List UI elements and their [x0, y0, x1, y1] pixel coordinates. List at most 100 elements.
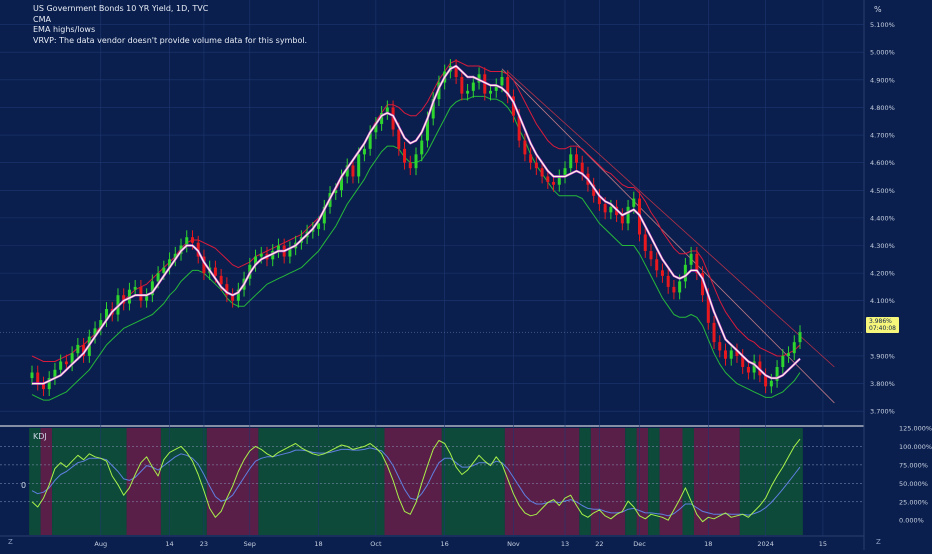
kdj-zone-10 [579, 428, 591, 535]
candle-body [569, 154, 573, 169]
price-tick-label: 3.700% [870, 408, 895, 416]
candle-body [672, 286, 676, 293]
time-tick-label: 22 [595, 540, 603, 548]
candle-body [276, 245, 280, 252]
zoom-reset-icon[interactable]: Z [8, 538, 13, 546]
candle-body [351, 165, 355, 177]
kdj-zone-14 [648, 428, 660, 535]
candle-body [288, 248, 292, 257]
candle-body [82, 344, 86, 356]
candle-body [374, 123, 378, 133]
candle-body [168, 259, 172, 268]
candle-body [70, 353, 74, 365]
candle-body [225, 284, 229, 296]
candle-body [99, 320, 103, 329]
candle-body [36, 372, 40, 384]
candle-body [156, 273, 160, 282]
candle-body [139, 286, 143, 301]
candle-body [746, 367, 750, 373]
price-tick-label: 5.100% [870, 21, 895, 29]
kdj-zone-11 [590, 428, 626, 535]
candle-body [603, 204, 607, 213]
candle-body [64, 361, 68, 365]
cma-line [32, 65, 801, 385]
candle-body [334, 190, 338, 194]
candle-body [655, 259, 659, 271]
candle-body [632, 198, 636, 207]
time-tick-label: 23 [200, 540, 208, 548]
legend-vrvp[interactable]: VRVP: The data vendor doesn't provide vo… [33, 35, 308, 45]
candle-body [511, 96, 515, 116]
candle-body [391, 107, 395, 130]
candle-body [500, 77, 504, 86]
kdj-left-value: 0 [21, 481, 27, 490]
candle-body [723, 350, 727, 359]
candle-body [683, 264, 687, 282]
candle-body [666, 275, 670, 287]
candle-body [769, 380, 773, 387]
price-tick-label: 4.900% [870, 76, 895, 84]
candle-body [798, 332, 802, 343]
price-tick-label: 3.900% [870, 352, 895, 360]
candle-body [752, 361, 756, 373]
kdj-j-line [31, 438, 801, 523]
candle-body [322, 206, 326, 224]
candle-body [580, 162, 584, 174]
candle-body [643, 234, 647, 252]
price-tick-label: 5.000% [870, 49, 895, 57]
candle-body [563, 168, 567, 177]
legend-ema[interactable]: EMA highs/lows [33, 25, 96, 34]
candle-body [41, 383, 45, 390]
candle-body [76, 344, 80, 354]
candle-body [649, 251, 653, 260]
trendline [501, 68, 835, 404]
candle-body [506, 77, 510, 97]
time-tick-label: Aug [94, 540, 107, 548]
candle-body [712, 322, 716, 343]
candle-body [47, 378, 51, 390]
kdj-pane-label[interactable]: KDJ [33, 432, 47, 441]
legend-cma[interactable]: CMA [33, 14, 51, 24]
kdj-zone-5 [206, 428, 259, 535]
time-tick-label: Dec [633, 540, 646, 548]
candle-body [477, 74, 481, 83]
candle-body [540, 168, 544, 177]
kdj-zone-4 [160, 428, 207, 535]
candle-body [403, 148, 407, 163]
candle-body [592, 184, 596, 196]
candle-body [380, 112, 384, 124]
candle-body [660, 270, 664, 276]
auto-scale-icon[interactable]: Z [876, 538, 881, 546]
candle-body [695, 253, 699, 274]
candle-body [494, 85, 498, 91]
candle-body [787, 353, 791, 356]
cma-glow-line [32, 64, 801, 385]
candle-body [483, 74, 487, 94]
price-tick-label: 4.200% [870, 270, 895, 278]
candle-body [626, 206, 630, 224]
kdj-zone-16 [682, 428, 694, 535]
candle-body [145, 295, 149, 301]
candle-body [254, 256, 258, 265]
candle-body [689, 253, 693, 265]
kdj-zone-12 [625, 428, 637, 535]
price-tick-label: 3.800% [870, 380, 895, 388]
time-tick-label: Oct [370, 540, 382, 548]
candle-body [557, 176, 561, 185]
kdj-tick-label: 125.000% [899, 425, 932, 433]
kdj-tick-label: 50.000% [899, 480, 928, 488]
time-tick-label: 18 [314, 540, 322, 548]
candle-body [150, 281, 154, 296]
candle-body [345, 165, 349, 177]
legend-title[interactable]: US Government Bonds 10 YR Yield, 1D, TVC [33, 4, 209, 13]
candle-body [339, 176, 343, 191]
kdj-zone-0 [29, 428, 41, 535]
candle-body [741, 355, 745, 368]
candle-body [552, 181, 556, 185]
kdj-tick-label: 100.000% [899, 443, 932, 451]
ema-highs-line [31, 60, 801, 362]
candle-body [546, 176, 550, 182]
candle-body [529, 154, 533, 163]
